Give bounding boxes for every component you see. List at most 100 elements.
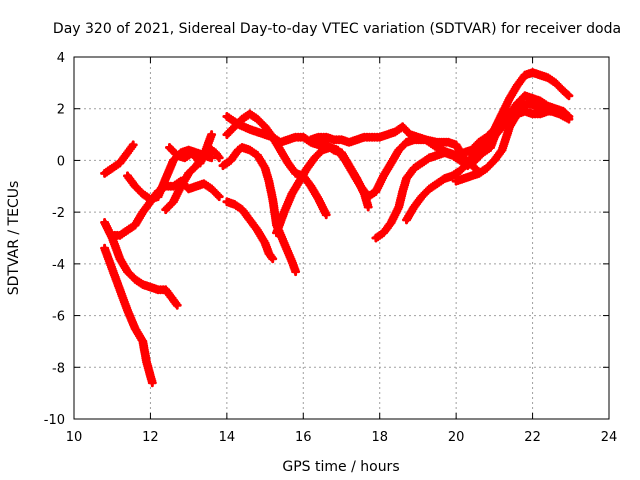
data-point: [435, 153, 439, 158]
data-point: [515, 112, 520, 116]
data-point: [270, 197, 275, 202]
data-point: [567, 93, 571, 98]
data-point: [454, 143, 458, 147]
data-point: [427, 187, 432, 191]
data-point: [125, 150, 130, 155]
data-point: [538, 99, 543, 103]
data-point: [416, 135, 420, 139]
data-point: [397, 148, 401, 152]
data-point: [546, 109, 550, 114]
data-point: [194, 163, 199, 168]
data-point: [194, 184, 199, 189]
data-point: [404, 140, 409, 145]
data-point: [381, 231, 386, 235]
data-point: [412, 166, 416, 170]
data-point: [335, 148, 340, 152]
data-point: [358, 184, 363, 189]
data-point: [179, 184, 183, 189]
data-point: [389, 161, 393, 165]
data-point: [293, 171, 298, 176]
data-point: [362, 135, 367, 139]
y-tick-label: -2: [52, 206, 65, 221]
data-point: [133, 223, 137, 227]
data-point: [140, 339, 145, 344]
data-point: [504, 119, 508, 124]
plot-frame: [73, 56, 610, 420]
data-point: [217, 194, 222, 199]
data-point: [274, 231, 279, 235]
data-point: [343, 158, 348, 163]
data-point: [156, 287, 160, 292]
data-point: [286, 161, 290, 165]
data-point: [148, 200, 153, 204]
data-point: [270, 256, 275, 261]
data-point: [198, 161, 202, 165]
y-tick-label: -8: [52, 361, 65, 376]
x-tick-label: 10: [66, 430, 83, 445]
data-point: [263, 166, 267, 170]
data-point: [316, 143, 321, 147]
data-point: [561, 112, 565, 116]
data-point: [461, 176, 466, 181]
data-point: [186, 171, 191, 176]
data-point: [118, 256, 122, 261]
data-series-arc1: [100, 243, 157, 388]
data-series-arc3: [100, 140, 138, 178]
data-point: [469, 148, 474, 152]
data-point: [125, 269, 130, 274]
data-point: [404, 218, 409, 222]
data-series-arc11: [222, 109, 331, 220]
data-point: [171, 200, 176, 204]
data-point: [255, 117, 260, 121]
data-point: [247, 127, 252, 132]
data-point: [339, 137, 344, 142]
data-point: [461, 150, 466, 155]
data-point: [458, 168, 462, 173]
data-point: [523, 109, 527, 114]
x-tick-label: 22: [524, 430, 541, 445]
data-point: [553, 81, 558, 85]
data-point: [523, 73, 527, 77]
data-point: [133, 184, 137, 189]
data-point: [500, 148, 504, 152]
data-point: [209, 187, 214, 191]
data-point: [255, 130, 260, 134]
data-point: [110, 267, 115, 271]
data-point: [519, 104, 523, 108]
data-point: [205, 145, 210, 150]
data-point: [507, 125, 512, 129]
data-point: [102, 171, 107, 176]
data-point: [500, 112, 504, 116]
data-point: [247, 112, 252, 116]
data-point: [240, 145, 244, 150]
y-tick-label: -6: [52, 310, 65, 325]
data-point: [400, 125, 405, 129]
data-series-arc8: [222, 197, 278, 264]
data-point: [320, 148, 325, 152]
data-point: [286, 137, 290, 142]
data-point: [553, 109, 558, 114]
data-point: [354, 137, 359, 142]
data-point: [140, 210, 145, 214]
data-point: [247, 218, 252, 222]
data-point: [150, 381, 155, 385]
data-point: [404, 176, 409, 181]
data-point: [332, 137, 336, 142]
data-point: [530, 112, 535, 116]
data-point: [477, 140, 481, 145]
data-point: [374, 189, 378, 194]
data-point: [481, 145, 485, 150]
data-point: [370, 135, 374, 139]
data-point: [408, 132, 413, 137]
data-point: [171, 158, 176, 163]
y-tick-label: -4: [52, 258, 65, 273]
y-tick-label: 2: [57, 103, 65, 118]
data-point: [209, 132, 214, 137]
data-point: [324, 135, 329, 139]
data-point: [530, 96, 535, 101]
data-point: [316, 135, 321, 139]
x-axis-label: GPS time / hours: [282, 459, 399, 475]
data-series-group: [100, 68, 574, 388]
data-point: [316, 197, 321, 202]
